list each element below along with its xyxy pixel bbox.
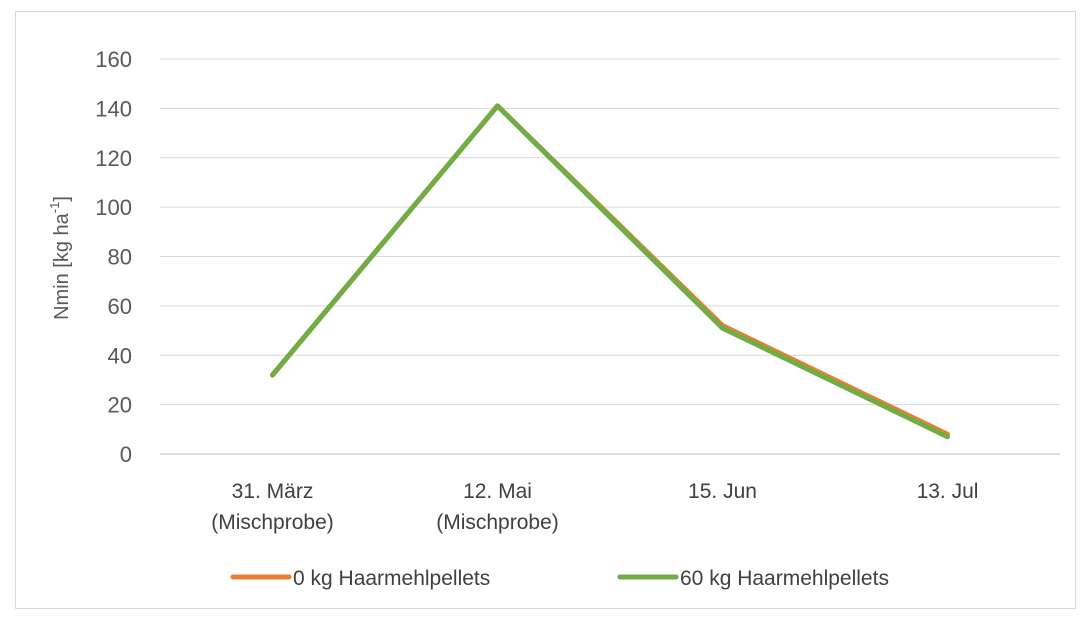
legend: 0 kg Haarmehlpellets 60 kg Haarmehlpellet… bbox=[230, 567, 889, 590]
y-tick-label: 120 bbox=[95, 146, 132, 171]
x-tick-label: 15. Jun bbox=[688, 480, 757, 503]
x-tick-label-line: 31. März bbox=[232, 480, 314, 503]
series-lines bbox=[270, 103, 950, 440]
data-point bbox=[495, 103, 500, 108]
legend-label: 60 kg Haarmehlpellets bbox=[680, 567, 889, 590]
y-tick-label: 20 bbox=[108, 393, 132, 418]
data-point bbox=[720, 326, 725, 331]
y-tick-label: 100 bbox=[95, 195, 132, 220]
y-tick-label: 160 bbox=[95, 47, 132, 72]
x-tick-label: 31. März (Mischprobe) bbox=[211, 480, 334, 534]
y-tick-label: 140 bbox=[95, 96, 132, 121]
x-tick-label-line: 15. Jun bbox=[688, 480, 757, 503]
x-tick-label: 13. Jul bbox=[917, 480, 979, 503]
x-tick-label-line: (Mischprobe) bbox=[211, 511, 334, 534]
x-axis-labels: 31. März (Mischprobe)12. Mai (Mischprobe)1… bbox=[211, 480, 978, 534]
series-line-0 bbox=[270, 103, 950, 437]
y-axis-title: Nmin [kg ha-1] bbox=[47, 196, 73, 320]
x-tick-label: 12. Mai (Mischprobe) bbox=[436, 480, 559, 534]
x-tick-label-line: 12. Mai bbox=[463, 480, 532, 503]
y-tick-label: 40 bbox=[108, 343, 132, 368]
y-tick-label: 80 bbox=[108, 245, 132, 270]
data-point bbox=[945, 434, 950, 439]
chart-frame bbox=[15, 11, 1076, 609]
y-axis-ticks: 0 20 40 60 80 100 120 140 160 bbox=[95, 47, 132, 467]
x-tick-label-line: 13. Jul bbox=[917, 480, 979, 503]
x-tick-label-line: (Mischprobe) bbox=[436, 511, 559, 534]
y-tick-label: 60 bbox=[108, 294, 132, 319]
data-point bbox=[270, 373, 275, 377]
legend-label: 0 kg Haarmehlpellets bbox=[293, 567, 490, 590]
gridlines bbox=[160, 58, 1060, 455]
y-tick-label: 0 bbox=[120, 442, 132, 467]
series-line-1 bbox=[270, 103, 950, 440]
